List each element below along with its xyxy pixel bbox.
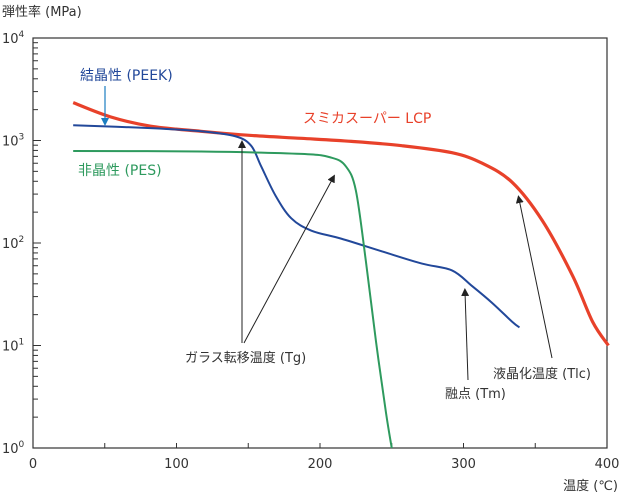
tlc-arrow [515, 195, 553, 359]
legend-peek: 結晶性 (PEEK) [80, 68, 173, 84]
y-tick-label: 103 [2, 133, 24, 150]
x-tick-label: 400 [595, 457, 620, 472]
x-tick-label: 100 [164, 457, 189, 472]
annotation-tg: ガラス転移温度 (Tg) [185, 350, 306, 366]
x-axis-label: 温度 (℃) [563, 478, 618, 493]
series-line-lcp [72, 101, 610, 347]
x-tick-label: 200 [308, 457, 333, 472]
legend-lcp: スミカスーパー LCP [303, 111, 431, 127]
tg-arrow-pes [243, 174, 335, 344]
plot-frame [32, 37, 608, 449]
series-line-peek [73, 124, 521, 329]
x-tick-label: 300 [451, 457, 476, 472]
series-line-pes [73, 149, 393, 449]
annotation-tlc: 液晶化温度 (Tlc) [493, 366, 591, 382]
y-axis-label: 弾性率 (MPa) [2, 4, 82, 20]
tm-arrow [461, 288, 470, 381]
y-tick-label: 104 [2, 30, 25, 47]
x-tick-label: 0 [29, 457, 37, 472]
y-tick-label: 102 [2, 235, 24, 252]
annotation-tm: 融点 (Tm) [445, 387, 506, 402]
y-tick-label: 100 [2, 440, 25, 457]
y-tick-label: 101 [2, 338, 24, 355]
legend-pes: 非晶性 (PES) [78, 163, 162, 179]
